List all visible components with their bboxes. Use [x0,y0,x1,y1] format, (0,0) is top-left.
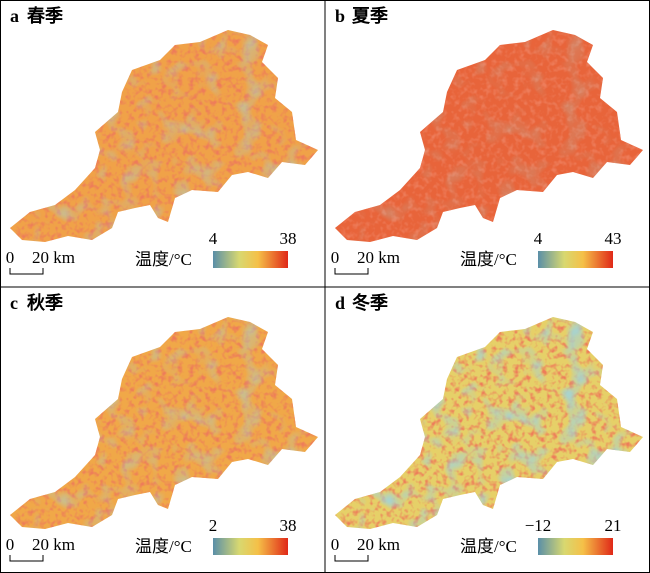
scale-start: 0 [6,535,15,554]
season-title: 秋季 [27,292,63,313]
legend-min: 4 [209,229,218,248]
map-cool-texture [335,30,643,242]
scale-bar [9,268,44,275]
season-title: 夏季 [352,6,388,26]
legend-title: 温度/°C [135,537,192,556]
map-cool-texture [335,317,643,529]
legend-max: 38 [280,516,297,535]
panel: d 冬季 0 20 km 温度/°C −12 21 [331,292,643,562]
map-cool-texture [10,30,318,242]
scale-bar [334,555,369,562]
scale-end: 20 km [357,535,400,554]
scale-bar [334,268,369,275]
legend-min: −12 [525,516,552,535]
panel: b 夏季 0 20 km 温度/°C 4 43 [331,6,643,275]
season-title: 春季 [27,5,63,26]
color-bar [213,251,288,268]
scale-end: 20 km [357,248,400,267]
scale-start: 0 [331,248,340,267]
color-bar [538,538,613,555]
legend-max: 21 [605,516,622,535]
color-bar [538,251,613,268]
legend-title: 温度/°C [460,250,517,269]
legend-max: 38 [280,229,297,248]
scale-start: 0 [331,535,340,554]
legend-min: 4 [534,229,543,248]
scale-end: 20 km [32,535,75,554]
panel-label: d [335,293,345,313]
legend-title: 温度/°C [135,250,192,269]
panel-label: c [10,293,18,313]
scale-end: 20 km [32,248,75,267]
scale-start: 0 [6,248,15,267]
season-title: 冬季 [352,292,388,313]
legend-min: 2 [209,516,218,535]
scale-bar [9,555,44,562]
legend-title: 温度/°C [460,537,517,556]
panel: a 春季 0 20 km 温度/°C 4 38 [6,5,318,275]
panel: c 秋季 0 20 km 温度/°C 2 38 [6,292,318,562]
panel-label: b [335,6,345,26]
panel-label: a [10,6,19,26]
map-cool-texture [10,317,318,529]
legend-max: 43 [605,229,622,248]
color-bar [213,538,288,555]
